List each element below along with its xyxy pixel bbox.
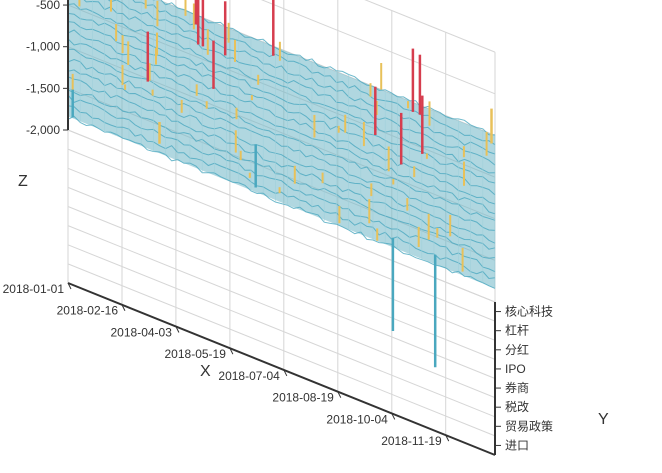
y-tick-label: 杠杆 xyxy=(505,323,529,338)
grid-line-back-z xyxy=(260,0,496,95)
x-tick-label: 2018-10-04 xyxy=(326,412,388,426)
surface-fill xyxy=(68,0,495,289)
y-tick-label: 税改 xyxy=(505,400,529,414)
x-tick xyxy=(175,326,180,333)
surface-mesh-row xyxy=(67,69,496,244)
grid-line-back-z xyxy=(364,0,496,53)
x-tick xyxy=(121,304,126,311)
surface-mesh-row xyxy=(67,12,496,184)
x-tick xyxy=(229,347,234,355)
x-tick-label: 2018-05-19 xyxy=(165,347,227,361)
x-tick xyxy=(391,413,396,420)
x-tick-label: 2018-02-16 xyxy=(57,304,119,318)
grid-line-y xyxy=(67,0,496,322)
x-tick-label: 2018-04-03 xyxy=(111,326,173,340)
x-tick-label: 2018-01-01 xyxy=(3,282,65,296)
y-tick-label: 核心科技 xyxy=(505,305,553,319)
x-tick-label: 2018-08-19 xyxy=(272,391,334,405)
y-tick-label: 贸易政策 xyxy=(505,419,553,433)
x-tick-label: 2018-07-04 xyxy=(218,369,280,383)
z-axis-name: Z xyxy=(18,173,28,190)
surface-mesh-row xyxy=(67,48,496,221)
y-tick-label: 券商 xyxy=(505,380,529,395)
surface-mesh-row xyxy=(67,21,496,196)
z-tick-label: -1,000 xyxy=(26,40,60,54)
surface-layer xyxy=(67,0,496,368)
label-layer: Z X Y xyxy=(18,173,609,428)
y-tick-label: 进口 xyxy=(505,438,529,452)
surface-mesh-row xyxy=(67,89,496,259)
surface-mesh-row xyxy=(67,76,496,250)
surface-mesh-row xyxy=(67,115,496,289)
surface-mesh-row xyxy=(83,0,496,166)
surface-mesh-row xyxy=(67,29,496,205)
surface-mesh-row xyxy=(152,0,496,136)
surface-mesh-row xyxy=(67,58,496,231)
x-tick xyxy=(337,391,342,398)
x-tick xyxy=(67,282,72,290)
axis-layer: 1,0005000-500-1,000-1,500-2,0002018-01-0… xyxy=(3,0,553,456)
grid-layer xyxy=(67,0,496,456)
surface-mesh-row xyxy=(132,0,496,146)
y-axis-name: Y xyxy=(598,411,609,428)
x-tick xyxy=(445,434,450,442)
surface-mesh-row xyxy=(67,94,496,273)
y-tick-label: 分红 xyxy=(505,342,529,357)
surface-mesh-row xyxy=(67,38,496,215)
surface-mesh-row xyxy=(67,105,496,280)
z-tick-label: -1,500 xyxy=(26,81,60,95)
surface-mesh-row xyxy=(67,3,496,174)
y-tick-label: IPO xyxy=(505,362,526,376)
z-tick-label: -500 xyxy=(36,0,60,12)
surface-mesh-row xyxy=(107,0,496,155)
x-tick-label: 2018-11-19 xyxy=(381,434,442,448)
x-axis-name: X xyxy=(200,363,211,380)
x-tick xyxy=(283,369,288,377)
x-axis-line xyxy=(67,282,496,456)
z-tick-label: -2,000 xyxy=(26,123,60,137)
